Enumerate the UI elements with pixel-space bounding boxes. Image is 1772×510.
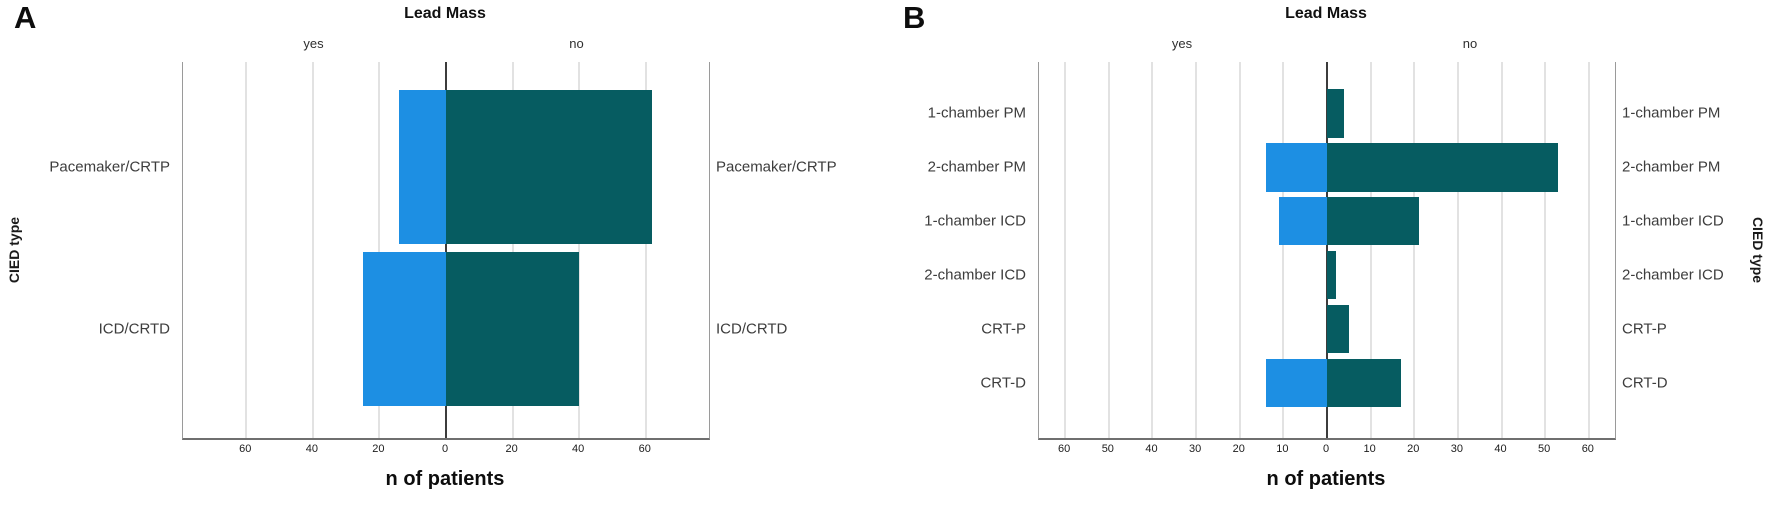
category-label: 1-chamber ICD	[1622, 212, 1724, 230]
group-label-yes: yes	[303, 36, 324, 51]
gridline	[1108, 62, 1110, 438]
tick-label: 50	[1538, 443, 1551, 455]
group-label-yes: yes	[1171, 36, 1193, 51]
category-label: ICD/CRTD	[716, 320, 788, 338]
gridline	[1064, 62, 1066, 438]
category-label: 2-chamber PM	[1622, 158, 1721, 176]
gridline	[1588, 62, 1590, 438]
zero-axis-line	[445, 62, 447, 438]
bars-container	[1039, 86, 1615, 409]
tick-label: 40	[572, 443, 585, 455]
bar-no	[1327, 358, 1402, 408]
x-axis-title: n of patients	[385, 468, 505, 490]
gridline	[1370, 62, 1372, 438]
category-labels-right: Pacemaker/CRTP ICD/CRTD	[716, 62, 884, 438]
category-label: ICD/CRTD	[98, 320, 170, 338]
x-axis-ticks: 60 40 20 0 20 40 60	[182, 443, 708, 458]
category-label: 2-chamber ICD	[1622, 266, 1724, 284]
tick-label: 60	[638, 443, 651, 455]
gridline	[1544, 62, 1546, 438]
bar-no	[1327, 143, 1559, 192]
gridline	[1501, 62, 1503, 438]
category-label: 1-chamber ICD	[924, 212, 1026, 230]
bar-no	[446, 252, 580, 406]
tick-label: 0	[441, 443, 449, 455]
category-label: 2-chamber ICD	[924, 266, 1026, 284]
category-label: CRT-P	[1622, 320, 1667, 338]
gridline	[378, 62, 380, 438]
gridline	[578, 62, 580, 438]
tick-label: 40	[1494, 443, 1507, 455]
tick-label: 20	[505, 443, 518, 455]
tick-label: 60	[1058, 443, 1071, 455]
plot-area	[1038, 62, 1616, 440]
gridline	[1195, 62, 1197, 438]
gridline	[1151, 62, 1153, 438]
tick-label: 50	[1101, 443, 1114, 455]
bar-no	[1327, 196, 1419, 246]
tick-label: 20	[1407, 443, 1420, 455]
zero-axis-line	[1326, 62, 1328, 438]
group-label-no: no	[569, 36, 584, 51]
category-labels-left: 1-chamber PM 2-chamber PM 1-chamber ICD 2-c…	[886, 62, 1032, 438]
gridline	[1413, 62, 1415, 438]
tick-label: 10	[1276, 443, 1289, 455]
bars-container	[183, 86, 709, 409]
bar-no	[1327, 89, 1345, 138]
tick-label: 60	[239, 443, 252, 455]
gridline	[245, 62, 247, 438]
bar-no	[1327, 250, 1336, 300]
bar-yes	[362, 252, 446, 406]
chart-title: Lead Mass	[404, 5, 486, 22]
category-label: 1-chamber PM	[927, 104, 1026, 122]
category-label: Pacemaker/CRTP	[716, 158, 837, 176]
tick-label: 40	[1145, 443, 1158, 455]
tick-label: 40	[305, 443, 318, 455]
bar-yes	[1265, 143, 1327, 192]
category-label: CRT-P	[981, 320, 1026, 338]
bar-no	[446, 90, 653, 245]
tick-label: 60	[1581, 443, 1594, 455]
bar-yes	[399, 90, 446, 245]
category-labels-right: 1-chamber PM 2-chamber PM 1-chamber ICD 2-c…	[1622, 62, 1770, 438]
bar-no	[1327, 304, 1349, 354]
x-axis-ticks: 60 50 40 30 20 10 0 10 20 30 40 50 60	[1038, 443, 1614, 458]
gridline	[645, 62, 647, 438]
gridline	[1239, 62, 1241, 438]
category-label: CRT-D	[980, 374, 1026, 392]
plot-area	[182, 62, 710, 440]
category-label: CRT-D	[1622, 374, 1668, 392]
tick-label: 30	[1188, 443, 1202, 455]
panel-a: A Lead Mass yes no CIED type Pacemaker/C…	[0, 0, 884, 490]
panel-b: B Lead Mass yes no CIED type 1-chamber P…	[886, 0, 1772, 510]
tick-label: 20	[372, 443, 385, 455]
gridline	[1457, 62, 1459, 438]
gridline	[1282, 62, 1284, 438]
tick-label: 0	[1322, 443, 1330, 455]
group-label-no: no	[1462, 36, 1478, 51]
category-label: 1-chamber PM	[1622, 104, 1721, 122]
bar-yes	[1279, 196, 1327, 246]
tick-label: 10	[1363, 443, 1376, 455]
gridline	[512, 62, 514, 438]
panel-letter: A	[14, 0, 38, 35]
tick-label: 20	[1232, 443, 1245, 455]
category-label: 2-chamber PM	[927, 158, 1026, 176]
x-axis-title: n of patients	[1266, 468, 1386, 490]
category-labels-left: Pacemaker/CRTP ICD/CRTD	[0, 62, 176, 438]
panel-letter: B	[903, 0, 927, 35]
chart-title: Lead Mass	[1285, 5, 1367, 22]
gridline	[312, 62, 314, 438]
tick-label: 30	[1450, 443, 1464, 455]
category-label: Pacemaker/CRTP	[49, 158, 170, 176]
bar-yes	[1265, 358, 1327, 408]
